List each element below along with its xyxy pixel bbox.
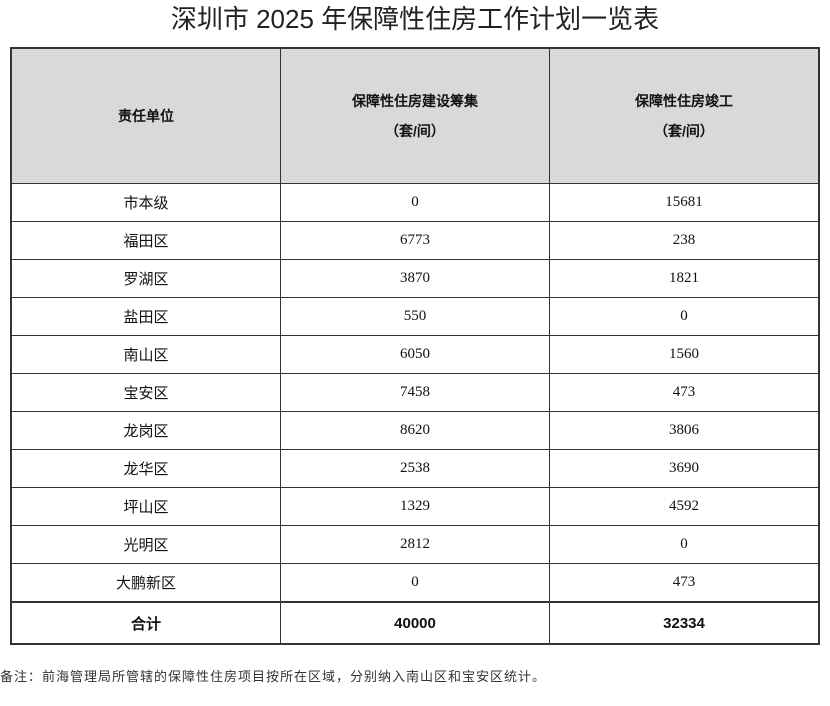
- table-row: 盐田区 550 0: [10, 297, 820, 336]
- table-row: 南山区 6050 1560: [10, 335, 820, 374]
- cell-completion: 3806: [549, 411, 820, 450]
- cell-unit: 盐田区: [10, 297, 281, 336]
- total-row: 合计 40000 32334: [10, 601, 820, 645]
- cell-completion: 1821: [549, 259, 820, 298]
- cell-unit: 市本级: [10, 183, 281, 222]
- page-title: 深圳市 2025 年保障性住房工作计划一览表: [170, 4, 660, 34]
- housing-plan-table: 责任单位 保障性住房建设筹集 （套/间） 保障性住房竣工 （套/间） 市本级 0 156…: [10, 47, 820, 645]
- cell-construction: 7458: [280, 373, 550, 412]
- cell-unit: 宝安区: [10, 373, 281, 412]
- cell-completion: 15681: [549, 183, 820, 222]
- header-completion: 保障性住房竣工 （套/间）: [549, 47, 820, 184]
- cell-completion: 0: [549, 297, 820, 336]
- total-cell-unit: 合计: [10, 601, 281, 645]
- cell-completion: 473: [549, 563, 820, 603]
- cell-construction: 3870: [280, 259, 550, 298]
- cell-unit: 龙岗区: [10, 411, 281, 450]
- cell-construction: 6050: [280, 335, 550, 374]
- cell-completion: 1560: [549, 335, 820, 374]
- cell-construction: 8620: [280, 411, 550, 450]
- header-unit-label: （套/间）: [385, 123, 445, 139]
- cell-unit: 南山区: [10, 335, 281, 374]
- cell-unit: 龙华区: [10, 449, 281, 488]
- cell-construction: 2538: [280, 449, 550, 488]
- table-row: 坪山区 1329 4592: [10, 487, 820, 526]
- cell-construction: 6773: [280, 221, 550, 260]
- table-row: 龙岗区 8620 3806: [10, 411, 820, 450]
- cell-unit: 大鹏新区: [10, 563, 281, 603]
- table-row: 大鹏新区 0 473: [10, 563, 820, 603]
- header-label: 保障性住房建设筹集: [352, 93, 478, 109]
- cell-unit: 坪山区: [10, 487, 281, 526]
- cell-construction: 550: [280, 297, 550, 336]
- total-cell-construction: 40000: [280, 601, 550, 645]
- cell-completion: 3690: [549, 449, 820, 488]
- cell-completion: 238: [549, 221, 820, 260]
- table-row: 光明区 2812 0: [10, 525, 820, 564]
- header-label: 保障性住房竣工: [635, 93, 733, 109]
- cell-construction: 0: [280, 183, 550, 222]
- cell-completion: 473: [549, 373, 820, 412]
- table-row: 龙华区 2538 3690: [10, 449, 820, 488]
- table-row: 宝安区 7458 473: [10, 373, 820, 412]
- cell-completion: 4592: [549, 487, 820, 526]
- table-header-row: 责任单位 保障性住房建设筹集 （套/间） 保障性住房竣工 （套/间）: [10, 47, 820, 184]
- table-row: 福田区 6773 238: [10, 221, 820, 260]
- cell-construction: 0: [280, 563, 550, 603]
- cell-construction: 1329: [280, 487, 550, 526]
- header-label: 责任单位: [118, 108, 174, 124]
- table-row: 市本级 0 15681: [10, 183, 820, 222]
- footnote: 备注：前海管理局所管辖的保障性住房项目按所在区域，分别纳入南山区和宝安区统计。: [0, 669, 547, 684]
- total-cell-completion: 32334: [549, 601, 820, 645]
- cell-unit: 罗湖区: [10, 259, 281, 298]
- header-construction: 保障性住房建设筹集 （套/间）: [280, 47, 550, 184]
- header-unit-label: （套/间）: [654, 123, 714, 139]
- cell-construction: 2812: [280, 525, 550, 564]
- table-row: 罗湖区 3870 1821: [10, 259, 820, 298]
- cell-unit: 光明区: [10, 525, 281, 564]
- cell-completion: 0: [549, 525, 820, 564]
- cell-unit: 福田区: [10, 221, 281, 260]
- header-unit: 责任单位: [10, 47, 281, 184]
